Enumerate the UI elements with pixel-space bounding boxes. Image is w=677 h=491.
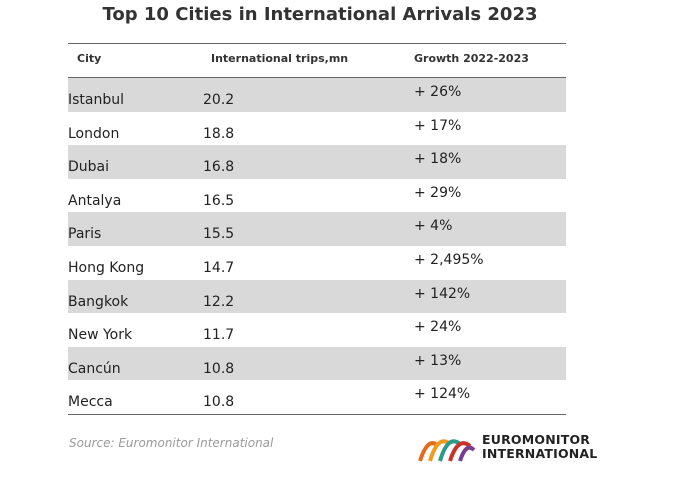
table-row: New York 11.7 + 24% [68,313,566,347]
cell-city: Mecca [68,394,113,411]
cell-trips: 20.2 [203,92,235,108]
cell-city: London [68,125,120,142]
table-row: Cancún 10.8 + 13% [68,346,566,381]
cell-trips: 10.8 [203,360,235,377]
cell-trips: 11.7 [203,327,235,344]
table-row: Bangkok 12.2 + 142% [68,279,566,314]
cell-growth: + 142% [414,285,471,302]
cell-growth: + 18% [414,151,462,168]
table-row: Paris 15.5 + 4% [68,212,566,246]
cell-growth: + 24% [414,319,462,336]
cell-trips: 16.5 [203,192,235,209]
cell-growth: + 2,495% [414,251,484,268]
cell-trips: 12.2 [203,293,235,310]
cell-trips: 16.8 [203,159,235,176]
table-row: Hong Kong 14.7 + 2,495% [68,246,566,280]
cell-growth: + 26% [414,84,462,100]
cell-city: Dubai [68,159,110,176]
header-growth: Growth 2022-2023 [414,52,529,65]
logo-line1: EUROMONITOR [482,432,591,447]
logo-line2: INTERNATIONAL [482,446,598,461]
euromonitor-logo: EUROMONITOR INTERNATIONAL [418,432,598,464]
table-row: Mecca 10.8 + 124% [68,380,566,414]
source-note: Source: Euromonitor International [69,436,274,450]
arrivals-table: City International trips,mn Growth 2022-… [68,43,566,415]
cell-city: Bangkok [68,293,129,310]
logo-arches-icon [418,439,476,462]
cell-city: Cancún [68,360,121,377]
cell-trips: 10.8 [203,394,235,411]
table-header: City International trips,mn Growth 2022-… [68,43,566,78]
header-city: City [77,52,102,65]
table-row: Istanbul 20.2 + 26% [68,78,566,112]
table-row: London 18.8 + 17% [68,112,566,146]
cell-city: Antalya [68,192,122,209]
cell-growth: + 29% [414,184,462,201]
cell-growth: + 4% [414,218,453,235]
cell-trips: 15.5 [203,226,235,243]
cell-city: Hong Kong [68,259,145,276]
cell-city: New York [68,327,133,344]
cell-city: Istanbul [68,92,125,108]
table-row: Dubai 16.8 + 18% [68,145,566,179]
chart-title: Top 10 Cities in International Arrivals … [102,4,538,25]
cell-growth: + 124% [414,386,471,403]
cell-growth: + 13% [414,352,462,369]
cell-city: Paris [68,226,102,243]
cell-trips: 14.7 [203,259,235,276]
header-trips: International trips,mn [211,52,349,65]
table-row: Antalya 16.5 + 29% [68,179,566,213]
cell-trips: 18.8 [203,125,235,142]
table-body: Istanbul 20.2 + 26% London 18.8 + 17% Dubai 16.… [68,78,566,415]
cell-growth: + 17% [414,117,462,134]
